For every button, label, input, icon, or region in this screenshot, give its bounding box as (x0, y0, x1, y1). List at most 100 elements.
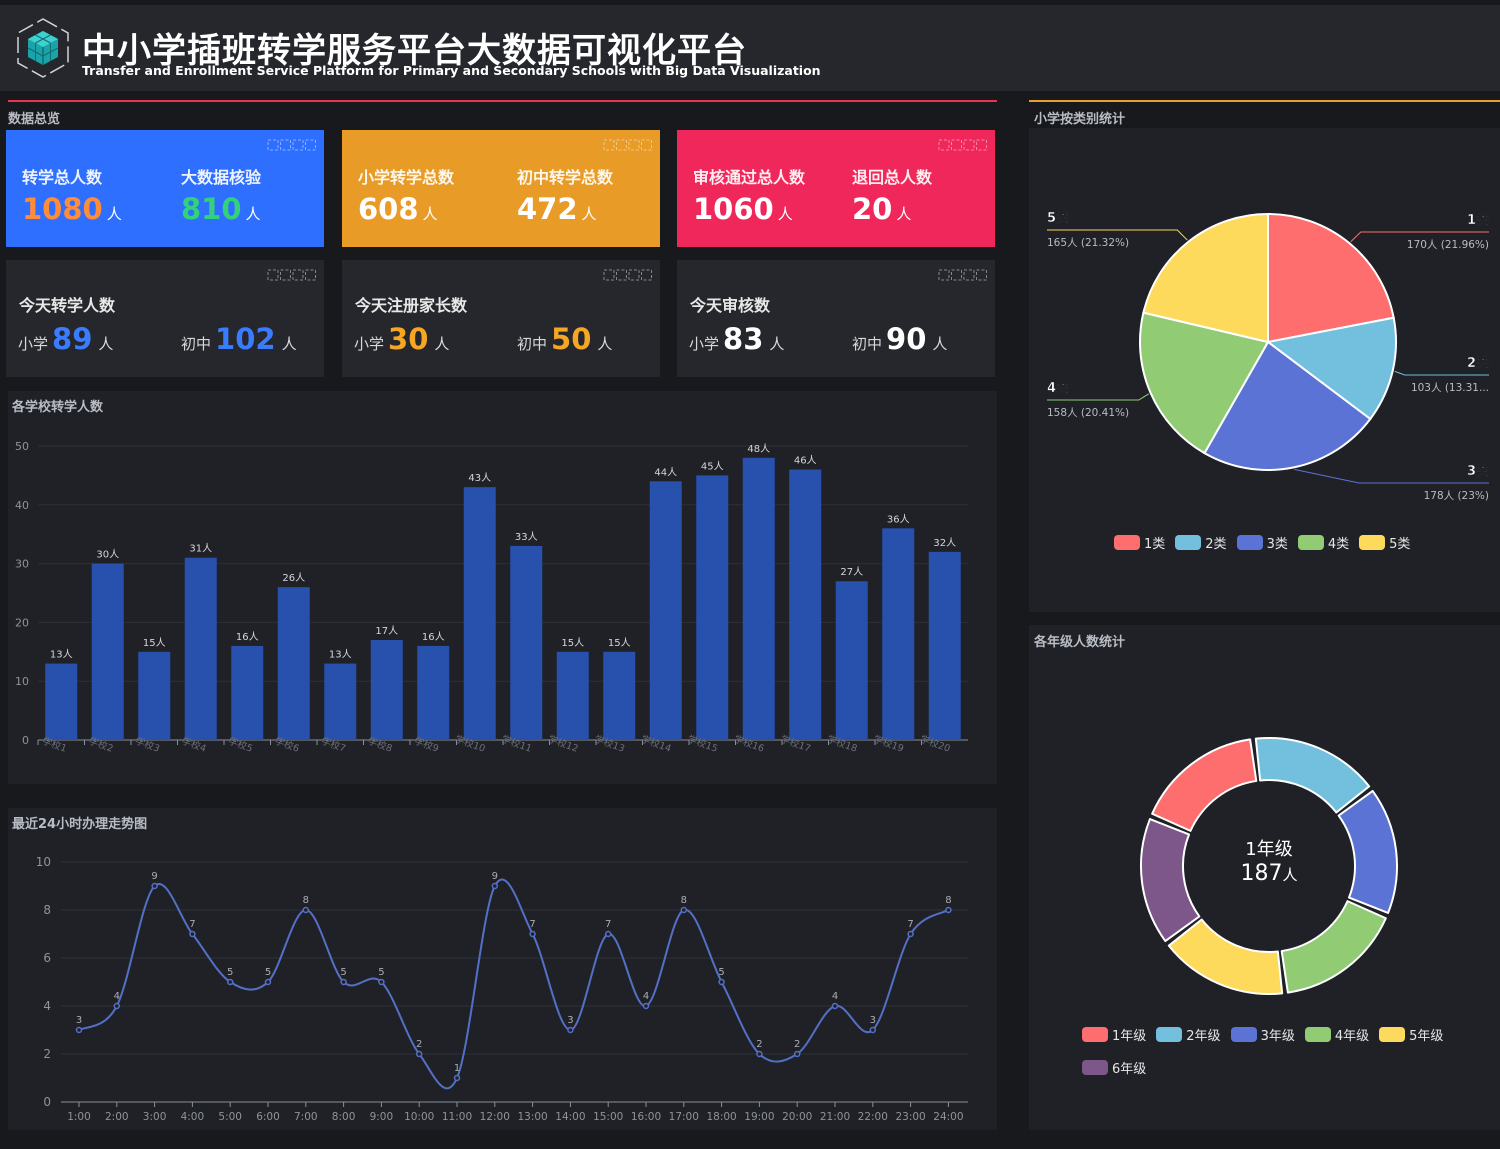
bar[interactable] (277, 587, 310, 740)
pie-category-label: 1类 (1467, 212, 1490, 228)
bar[interactable] (231, 645, 264, 740)
data-point[interactable] (113, 1002, 121, 1010)
legend-item[interactable]: 5类 (1359, 533, 1410, 552)
legend-item[interactable]: 4类 (1297, 533, 1349, 552)
bar[interactable] (556, 651, 589, 740)
legend-item[interactable]: 2类 (1175, 533, 1227, 552)
bar[interactable] (789, 469, 822, 740)
donut-center-number: 187 (1240, 861, 1283, 886)
data-point[interactable] (264, 978, 272, 986)
page-title: 中小学插班转学服务平台大数据可视化平台 (82, 31, 747, 71)
bar[interactable] (417, 645, 450, 740)
x-tick-label: 6:00 (256, 1111, 280, 1123)
data-point[interactable] (491, 882, 499, 890)
data-point[interactable] (907, 930, 914, 938)
donut-segment[interactable] (1337, 789, 1398, 914)
data-point[interactable] (189, 930, 196, 938)
y-tick-label: 0 (22, 734, 29, 747)
data-point[interactable] (718, 978, 725, 986)
bar[interactable] (696, 475, 729, 740)
daily-card-label: 今天注册家长数 (355, 296, 468, 315)
x-tick-label: 23:00 (895, 1111, 925, 1123)
donut-center-value: 187人 (1219, 861, 1319, 886)
data-point[interactable] (680, 906, 688, 914)
bar[interactable] (742, 457, 775, 740)
data-point[interactable] (415, 1050, 423, 1058)
legend-item[interactable]: 2年级 (1156, 1025, 1221, 1044)
bar[interactable] (184, 557, 217, 740)
x-tick-label: 2:00 (105, 1111, 129, 1123)
data-point[interactable] (151, 882, 158, 890)
stat-number: 608 (358, 192, 419, 226)
pie-slice[interactable] (1142, 212, 1269, 344)
donut-segment[interactable] (1151, 738, 1258, 832)
donut-segment[interactable] (1167, 918, 1284, 995)
trend-line (78, 878, 949, 1090)
stat-card-label: 转学总人数 (22, 168, 103, 187)
data-point[interactable] (529, 930, 536, 938)
x-tick-label: 21:00 (820, 1111, 850, 1123)
data-point[interactable] (340, 978, 347, 986)
daily-card-item: 小学 89 人 (18, 322, 113, 356)
data-point[interactable] (945, 906, 952, 914)
data-point[interactable] (75, 1026, 83, 1034)
legend-item[interactable]: 5年级 (1379, 1025, 1443, 1044)
data-point[interactable] (453, 1074, 461, 1082)
x-tick-label: 19:00 (744, 1111, 774, 1123)
grade-donut-panel: 各年级人数统计 1年级 187人 1年级 2年级 3年级 4年级 5年级 6年级 (1029, 625, 1500, 1130)
y-tick-label: 6 (43, 951, 51, 965)
data-point[interactable] (567, 1026, 574, 1034)
data-point[interactable] (831, 1002, 839, 1010)
bar[interactable] (91, 563, 124, 740)
daily-card-label: 今天转学人数 (19, 296, 116, 315)
data-point[interactable] (604, 930, 612, 938)
bar[interactable] (510, 545, 543, 740)
school-transfer-panel: 各学校转学人数 0 10 20 30 40 50 13人 学校1 30人 学校2 15人 学校3 31人… (8, 391, 997, 784)
daily-number: 50 (551, 322, 592, 356)
legend-item[interactable]: 6年级 (1082, 1058, 1146, 1077)
point-value-label: 3 (870, 1015, 876, 1026)
data-point[interactable] (793, 1050, 801, 1058)
bar[interactable] (370, 640, 403, 740)
data-point[interactable] (226, 978, 234, 986)
pie-category-label: 3类 (1467, 463, 1490, 479)
pie-slice[interactable] (1139, 311, 1270, 455)
daily-unit: 人 (434, 335, 450, 353)
legend-item[interactable]: 1年级 (1082, 1025, 1146, 1044)
bar-value-label: 36人 (887, 513, 910, 525)
stat-unit: 人 (777, 205, 793, 223)
pie-slice[interactable] (1265, 316, 1397, 421)
point-value-label: 5 (265, 967, 271, 978)
donut-segment[interactable] (1254, 737, 1371, 814)
donut-segment[interactable] (1140, 818, 1201, 943)
bar[interactable] (649, 481, 682, 740)
legend-swatch (1304, 1027, 1331, 1042)
pie-slice[interactable] (1203, 340, 1372, 471)
data-point[interactable] (302, 906, 310, 914)
bar[interactable] (603, 651, 636, 740)
bar[interactable] (138, 651, 171, 740)
point-value-label: 4 (643, 991, 649, 1002)
data-point[interactable] (756, 1050, 763, 1058)
legend-item[interactable]: 3类 (1236, 533, 1288, 552)
bar[interactable] (463, 487, 496, 740)
data-point[interactable] (869, 1026, 877, 1034)
legend-item[interactable]: 4年级 (1304, 1025, 1369, 1044)
legend-item[interactable]: 3年级 (1230, 1025, 1295, 1044)
bar[interactable] (882, 528, 915, 740)
daily-sub-label: 初中 (852, 335, 883, 353)
bar-value-label: 30人 (96, 549, 119, 561)
data-point[interactable] (642, 1002, 650, 1010)
bar[interactable] (928, 551, 961, 740)
pie-value-label: 158人 (20.41%) (1047, 407, 1129, 419)
y-tick-label: 2 (43, 1047, 51, 1061)
y-tick-label: 8 (43, 903, 51, 917)
bar[interactable] (324, 663, 357, 740)
x-tick-label: 8:00 (332, 1111, 356, 1123)
legend-item[interactable]: 1类 (1114, 533, 1165, 552)
bar[interactable] (835, 581, 868, 740)
bar[interactable] (45, 663, 78, 740)
donut-segment[interactable] (1280, 900, 1387, 994)
data-point[interactable] (378, 978, 385, 986)
pie-slice[interactable] (1267, 212, 1395, 344)
